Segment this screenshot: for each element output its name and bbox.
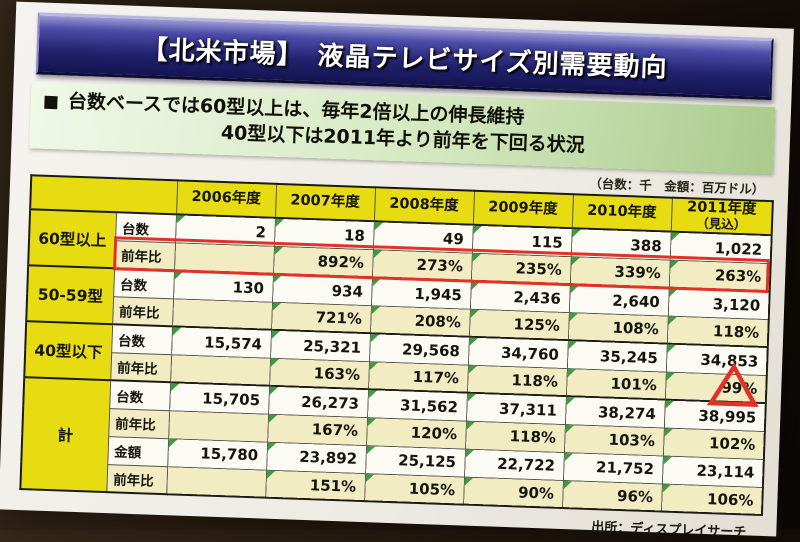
cell (174, 242, 274, 275)
cell: 96% (562, 480, 662, 512)
cell-99-percent: 99% (664, 371, 767, 404)
cell: 3,120 (667, 287, 770, 320)
cell: 23,114 (661, 455, 764, 488)
category-total: 計 (20, 377, 111, 493)
cell: 167% (267, 413, 368, 446)
cell: 208% (369, 305, 470, 337)
square-bullet-icon: ■ (42, 91, 60, 113)
cell: 1,022 (669, 231, 772, 264)
row-label: 台数 (111, 324, 173, 355)
cell: 29,568 (369, 333, 469, 365)
cell: 101% (565, 368, 666, 400)
cell: 106% (660, 483, 763, 516)
cell: 115 (471, 225, 572, 257)
cell: 151% (265, 469, 366, 502)
cell: 263% (668, 259, 771, 292)
cell: 388 (570, 228, 671, 260)
cell: 118% (465, 420, 565, 453)
header-year-2007: 2007年度 (274, 184, 376, 222)
cell: 934 (272, 274, 372, 306)
category-60-and-up: 60型以上 (28, 209, 117, 269)
row-label: 前年比 (112, 296, 174, 327)
header-year-2008: 2008年度 (373, 187, 475, 226)
cell: 90% (463, 476, 563, 509)
row-label: 前年比 (114, 240, 176, 271)
cell: 49 (372, 221, 473, 253)
demand-table-wrapper: 2006年度 2007年度 2008年度 2009年度 2010年度 2011年… (19, 174, 774, 517)
cell: 34,853 (665, 343, 768, 376)
cell: 15,780 (167, 438, 268, 470)
row-label: 前年比 (110, 352, 172, 383)
cell: 118% (666, 315, 769, 348)
cell: 130 (173, 270, 274, 303)
cell: 105% (364, 473, 465, 505)
cell: 25,321 (270, 330, 370, 362)
cell: 1,945 (370, 277, 471, 309)
cell: 273% (371, 249, 472, 281)
header-year-2009: 2009年度 (472, 191, 573, 229)
row-label: 台数 (113, 268, 175, 299)
cell: 23,892 (266, 441, 367, 474)
cell: 2,640 (568, 284, 669, 316)
cell: 108% (567, 312, 668, 344)
header-year-2006: 2006年度 (176, 180, 277, 219)
demand-table: 2006年度 2007年度 2008年度 2009年度 2010年度 2011年… (19, 174, 774, 517)
cell: 2 (175, 214, 275, 247)
cell: 21,752 (562, 452, 663, 484)
cell: 120% (366, 417, 466, 449)
cell: 25,125 (365, 445, 466, 477)
cell: 102% (662, 427, 765, 460)
row-label: 前年比 (108, 408, 170, 439)
row-label: 前年比 (106, 464, 168, 495)
cell: 34,760 (467, 336, 568, 369)
cell (170, 354, 271, 386)
row-label: 金額 (107, 436, 169, 467)
cell: 2,436 (469, 280, 570, 313)
cell: 38,274 (564, 396, 665, 428)
cell: 37,311 (465, 392, 566, 425)
cell: 38,995 (663, 399, 766, 432)
cell: 235% (470, 252, 571, 285)
category-50-59: 50-59型 (26, 265, 115, 325)
cell: 117% (368, 361, 468, 393)
cell: 721% (271, 302, 371, 334)
cell: 22,722 (464, 448, 564, 481)
cell: 118% (466, 364, 567, 397)
header-year-2011: 2011年度 （見込） (670, 197, 773, 236)
cell (166, 466, 267, 498)
cell: 15,705 (169, 382, 270, 414)
cell: 35,245 (566, 340, 667, 372)
cell: 15,574 (171, 326, 272, 359)
category-40-and-below: 40型以下 (24, 321, 113, 381)
cell: 163% (269, 358, 370, 390)
cell: 339% (569, 256, 670, 288)
header-year-2010: 2010年度 (571, 194, 672, 232)
cell: 18 (273, 218, 374, 250)
cell (172, 298, 273, 331)
cell (168, 410, 269, 442)
cell: 26,273 (268, 385, 369, 418)
cell: 31,562 (367, 389, 467, 421)
row-label: 台数 (109, 380, 171, 411)
cell: 103% (563, 424, 664, 456)
header-corner-cell (30, 175, 178, 215)
cell: 892% (273, 246, 373, 278)
header-year-2011-line2: （見込） (696, 215, 747, 233)
cell: 125% (468, 308, 569, 341)
slide-title: 【北米市場】 液晶テレビサイズ別需要動向 (141, 34, 669, 83)
row-label: 台数 (115, 212, 177, 243)
